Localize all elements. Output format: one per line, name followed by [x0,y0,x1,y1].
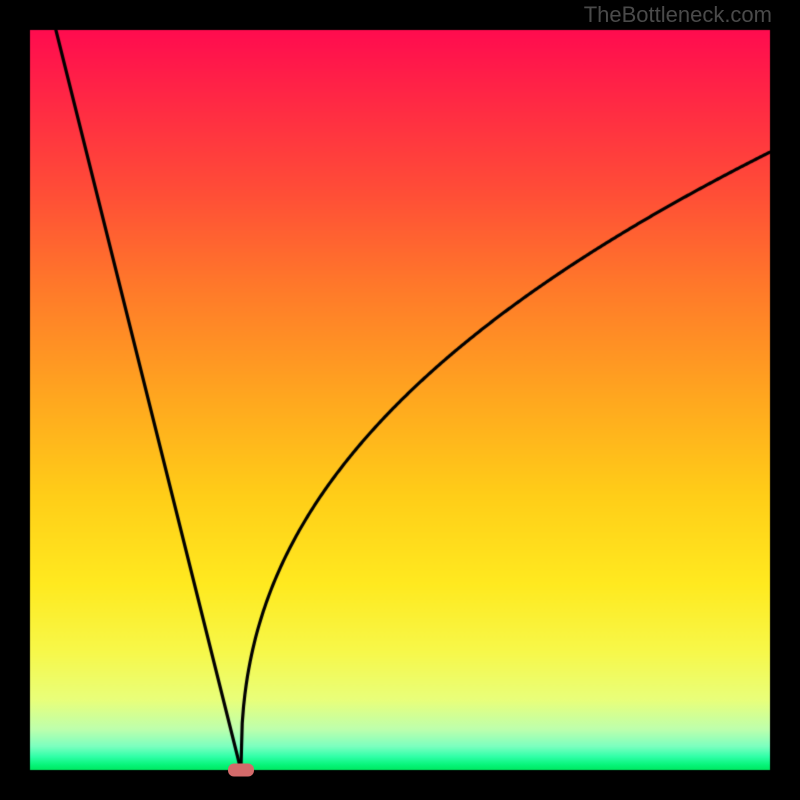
chart-stage: TheBottleneck.com [0,0,800,800]
bottleneck-curve [0,0,800,800]
optimal-point-marker [228,764,254,777]
watermark-text: TheBottleneck.com [584,2,772,28]
